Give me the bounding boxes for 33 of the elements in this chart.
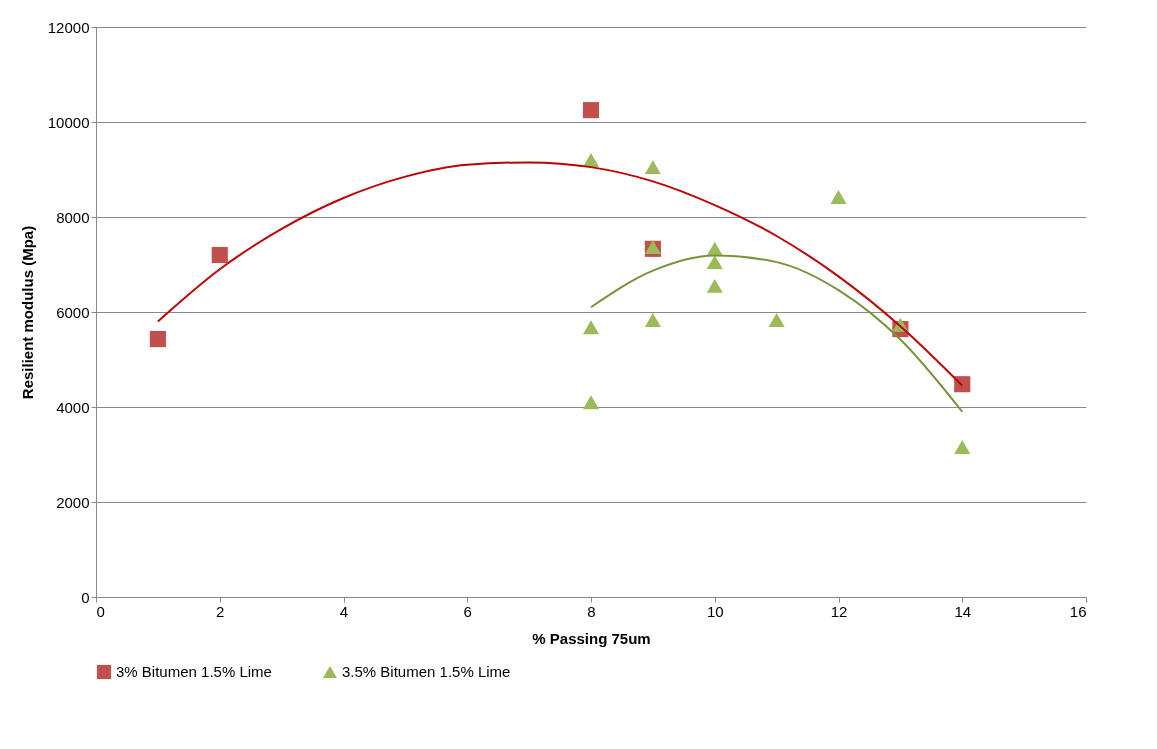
point [706, 278, 723, 293]
y-tick-label: 12000 [47, 18, 90, 36]
point [211, 246, 228, 264]
x-axis-title: % Passing 75um [532, 629, 651, 647]
x-tick-label: 4 [339, 602, 349, 620]
y-tick-label: 4000 [56, 398, 90, 416]
x-tick-label: 8 [587, 602, 596, 620]
point [954, 439, 971, 454]
y-tick-label: 10000 [47, 113, 90, 131]
x-tick-label: 2 [216, 602, 225, 620]
point [768, 313, 785, 328]
x-tick-label: 6 [463, 602, 472, 620]
point [582, 102, 600, 119]
point [830, 190, 847, 205]
point [954, 376, 971, 393]
x-tick-label: 0 [96, 602, 105, 620]
y-tick-label: 8000 [56, 208, 90, 226]
point [644, 160, 661, 175]
x-tick-label: 12 [830, 602, 848, 620]
legend-label: 3.5% Bitumen 1.5% Lime [342, 663, 511, 680]
y-tick-label: 2000 [56, 493, 90, 511]
y-axis-title: Resilient modulus (Mpa) [18, 225, 36, 400]
x-tick-label: 14 [954, 602, 972, 620]
x-tick-label: 10 [706, 602, 724, 620]
legend-label: 3% Bitumen 1.5% Lime [116, 663, 272, 680]
point [706, 255, 723, 270]
point [644, 313, 661, 328]
point [582, 320, 600, 335]
y-tick-label: 6000 [56, 303, 90, 321]
y-tick-label: 0 [81, 588, 90, 606]
x-tick-label: 16 [1069, 602, 1087, 620]
point [582, 395, 600, 410]
point [149, 331, 166, 348]
